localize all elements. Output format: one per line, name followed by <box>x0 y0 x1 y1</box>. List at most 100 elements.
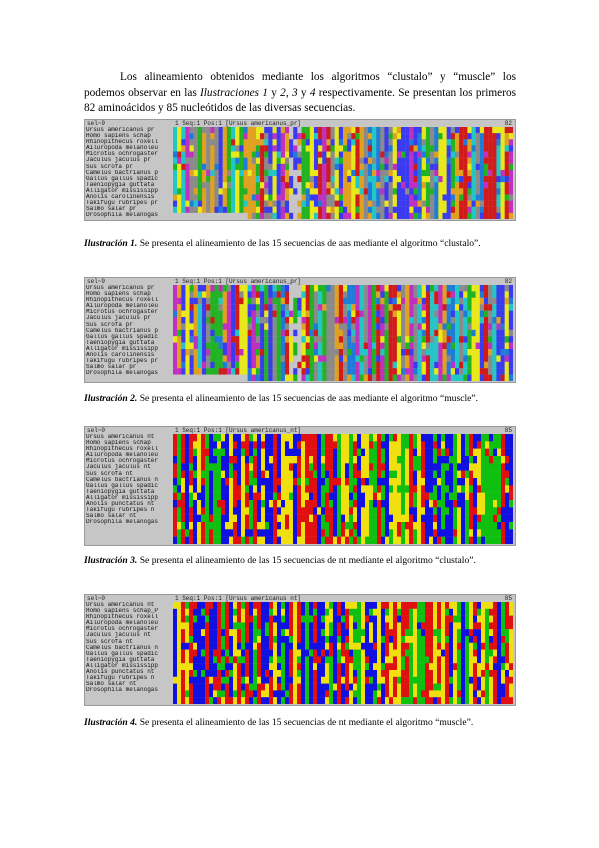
alignment-cell <box>500 127 505 134</box>
alignment-cell <box>442 361 447 369</box>
sequence-name[interactable]: Ursus americanus nt <box>86 602 155 608</box>
sequence-name[interactable]: Takifugu rubripes pr <box>86 200 159 207</box>
sequence-name[interactable]: Microtus ochrogaster <box>86 151 159 158</box>
sequence-name[interactable]: Drosophila melanogas <box>86 212 159 219</box>
sequence-name[interactable]: Rhinopithecus roxell <box>86 139 159 146</box>
alignment-cell <box>297 622 302 630</box>
sequence-name[interactable]: Jaculus jaculus pr <box>86 315 151 322</box>
sequence-name[interactable]: Ursus americanus pr <box>86 127 155 133</box>
alignment-cell <box>449 615 454 623</box>
sequence-name[interactable]: Gallus gallus spadic <box>86 175 159 182</box>
alignment-cell <box>496 133 501 140</box>
sequence-name[interactable]: Microtus ochrogaster <box>86 458 159 465</box>
sequence-name[interactable]: Camelus bactrianus p <box>86 169 159 176</box>
sequence-name[interactable]: Taeniopygia guttata <box>86 339 155 346</box>
sequence-name[interactable]: Anolis carolinensis <box>86 194 155 201</box>
sequence-name[interactable]: Salmo salar nt <box>86 513 137 520</box>
sequence-name[interactable]: Takifugu rubripes pr <box>86 358 159 365</box>
sequence-name[interactable]: Gallus gallus spadic <box>86 333 159 340</box>
sequence-name[interactable]: Rhinopithecus roxell <box>86 446 159 453</box>
alignment-cell <box>205 441 210 449</box>
sequence-name[interactable]: Salmo salar pr <box>86 364 137 371</box>
sequence-name[interactable]: Taeniopygia guttata <box>86 488 155 495</box>
alignment-cell <box>231 310 236 318</box>
sequence-name[interactable]: Anolis carolinensis <box>86 352 155 359</box>
alignment-cell <box>488 139 493 146</box>
sequence-name[interactable]: Salmo salar pr <box>86 206 137 213</box>
sequence-name[interactable]: Ailuropoda melanoleu <box>86 620 159 627</box>
sequence-name[interactable]: Sus scrofa nt <box>86 470 133 477</box>
alignment-cell <box>341 492 346 501</box>
sequence-name[interactable]: Camelus bactrianus p <box>86 327 159 334</box>
sequence-name[interactable]: Ursus americanus pr <box>86 285 155 291</box>
sequence-name[interactable]: Gallus gallus spadic <box>86 650 159 657</box>
sequence-name[interactable]: Camelus bactrianus n <box>86 476 159 483</box>
sequence-name[interactable]: Homo sapiens schap <box>86 291 151 298</box>
sequence-name[interactable]: Alligator mississipp <box>86 662 159 669</box>
alignment-cell <box>413 163 418 171</box>
sequence-name[interactable]: Sus scrofa nt <box>86 638 133 645</box>
sequence-name[interactable]: Gallus gallus spadic <box>86 482 159 489</box>
alignment-cell <box>281 514 286 523</box>
alignment-cell <box>233 608 238 616</box>
sequence-name[interactable]: Jaculus jaculus nt <box>86 464 151 471</box>
sequence-name[interactable]: Camelus bactrianus n <box>86 644 159 651</box>
sequence-name[interactable]: Jaculus jaculus nt <box>86 632 151 639</box>
alignment-cell <box>483 310 489 318</box>
sequence-name[interactable]: Drosophila melanogas <box>86 370 159 377</box>
alignment-cell <box>249 463 254 471</box>
sequence-name[interactable]: Homo sapiens schap <box>86 440 151 447</box>
alignment-cell <box>488 342 493 350</box>
alignment-cell <box>372 212 377 219</box>
sequence-name[interactable]: Rhinopithecus roxell <box>86 297 159 304</box>
alignment-cell <box>385 615 390 623</box>
alignment-cell <box>349 441 354 449</box>
sequence-name[interactable]: Ailuropoda melanoleu <box>86 145 159 152</box>
alignment-cell <box>421 355 427 362</box>
alignment-cell <box>369 478 374 486</box>
sequence-name[interactable]: Anolis punctatus nt <box>86 669 155 676</box>
sequence-name[interactable]: Microtus ochrogaster <box>86 309 159 316</box>
alignment-cell <box>396 188 402 195</box>
sequence-name[interactable]: Taeniopygia guttata <box>86 656 155 663</box>
sequence-name[interactable]: Taeniopygia guttata <box>86 181 155 188</box>
alignment-cell <box>429 683 434 691</box>
sequence-name[interactable]: Ailuropoda melanoleu <box>86 452 159 459</box>
alignment-cell <box>173 636 178 643</box>
alignment-cell <box>504 206 509 213</box>
alignment-cell <box>334 133 339 140</box>
sequence-name[interactable]: Salmo salar nt <box>86 681 137 688</box>
sequence-name[interactable]: Drosophila melanogas <box>86 687 159 694</box>
sequence-name[interactable]: Homo sapiens schap_P <box>86 608 159 615</box>
sequence-name[interactable]: Alligator mississipp <box>86 345 159 352</box>
alignment-cell <box>389 670 394 677</box>
sequence-name[interactable]: Jaculus jaculus pr <box>86 157 151 164</box>
sequence-name[interactable]: Alligator mississipp <box>86 187 159 194</box>
sequence-name[interactable]: Alligator mississipp <box>86 494 159 501</box>
alignment-cell <box>297 636 302 643</box>
alignment-cell <box>488 355 493 362</box>
alignment-cell <box>385 485 390 493</box>
alignment-cell <box>351 361 356 369</box>
sequence-name[interactable]: Takifugu rubripes n <box>86 507 155 514</box>
alignment-cell <box>245 463 250 471</box>
alignment-cell <box>317 622 322 630</box>
alignment-cell <box>401 529 406 537</box>
sequence-name[interactable]: Homo sapiens schap <box>86 133 151 140</box>
alignment-cell <box>465 529 470 537</box>
alignment-cell <box>489 663 494 671</box>
sequence-name[interactable]: Sus scrofa pr <box>86 163 133 170</box>
alignment-cell <box>264 310 269 318</box>
alignment-cell <box>277 608 282 616</box>
sequence-name[interactable]: Takifugu rubripes n <box>86 675 155 682</box>
sequence-name[interactable]: Ursus americanus nt <box>86 434 155 440</box>
sequence-name[interactable]: Sus scrofa pr <box>86 321 133 328</box>
sequence-name[interactable]: Drosophila melanogas <box>86 519 159 526</box>
alignment-cell <box>201 690 206 698</box>
sequence-name[interactable]: Anolis punctatus nt <box>86 501 155 508</box>
alignment-cell <box>405 355 410 362</box>
sequence-name[interactable]: Microtus ochrogaster <box>86 626 159 633</box>
alignment-cell <box>384 188 389 195</box>
sequence-name[interactable]: Rhinopithecus roxell <box>86 614 159 621</box>
sequence-name[interactable]: Ailuropoda melanoleu <box>86 303 159 310</box>
